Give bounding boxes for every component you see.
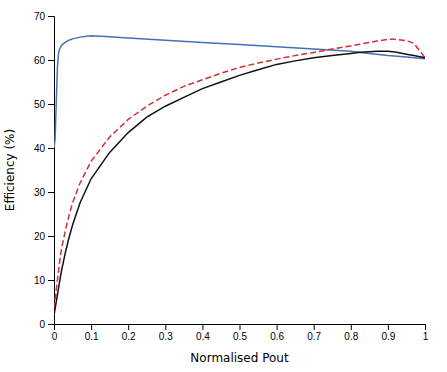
tick-label: 30	[34, 187, 46, 198]
tick-label: 10	[34, 275, 46, 286]
tick: 60	[34, 55, 54, 66]
tick: 50	[34, 99, 54, 110]
tick: 0	[52, 324, 58, 342]
tick-label: 0.6	[270, 331, 284, 342]
tick-mark	[314, 324, 315, 330]
tick-label: 0.9	[381, 331, 395, 342]
tick-mark	[48, 192, 54, 193]
tick-mark	[240, 324, 241, 330]
tick-label: 0.1	[85, 331, 99, 342]
tick-mark	[277, 324, 278, 330]
tick: 20	[34, 231, 54, 242]
tick-mark	[48, 236, 54, 237]
tick-label: 40	[34, 143, 46, 154]
tick-mark	[388, 324, 389, 330]
tick-mark	[48, 104, 54, 105]
tick-label: 0.2	[122, 331, 136, 342]
x-axis: 0 0.1 0.2 0.3 0.4 0.5 0.6 0.7 0.8 0.9 1	[52, 324, 429, 342]
tick: 70	[34, 11, 54, 22]
series-line	[54, 36, 425, 148]
tick: 0.9	[381, 324, 395, 342]
series-line	[54, 51, 425, 315]
tick-label: 0.5	[233, 331, 247, 342]
tick-mark	[48, 324, 54, 325]
y-axis-title: Efficiency (%)	[3, 129, 17, 211]
tick-mark	[48, 148, 54, 149]
tick: 1	[423, 324, 429, 342]
tick: 0.7	[307, 324, 321, 342]
tick: 0	[39, 319, 54, 330]
x-axis-title: Normalised Pout	[190, 351, 289, 365]
tick: 0.6	[270, 324, 284, 342]
tick-label: 0	[39, 319, 45, 330]
axis-line	[55, 325, 426, 331]
tick: 30	[34, 187, 54, 198]
tick-label: 1	[423, 331, 429, 342]
tick-mark	[48, 280, 54, 281]
tick-mark	[128, 324, 129, 330]
tick: 0.3	[159, 324, 173, 342]
y-axis: 0 10 20 30 40 50 60 70	[34, 11, 55, 330]
tick: 10	[34, 275, 54, 286]
tick: 40	[34, 143, 54, 154]
tick-label: 0.8	[344, 331, 358, 342]
tick-label: 60	[34, 55, 46, 66]
tick-label: 70	[34, 11, 46, 22]
tick-mark	[425, 324, 426, 330]
tick-mark	[165, 324, 166, 330]
tick-label: 0.4	[196, 331, 210, 342]
tick-label: 0.3	[159, 331, 173, 342]
chart: 00.10.20.30.40.50.60.70.80.9101020304050…	[0, 0, 447, 372]
axis-line	[48, 17, 55, 325]
tick-label: 0	[52, 331, 58, 342]
tick-mark	[351, 324, 352, 330]
tick-label: 0.7	[307, 331, 321, 342]
tick: 0.2	[122, 324, 136, 342]
tick: 0.1	[85, 324, 99, 342]
tick: 0.4	[196, 324, 210, 342]
tick: 0.5	[233, 324, 247, 342]
tick-mark	[48, 16, 54, 17]
tick-mark	[202, 324, 203, 330]
lines	[54, 36, 425, 315]
tick-mark	[48, 60, 54, 61]
tick-label: 50	[34, 99, 46, 110]
tick-label: 20	[34, 231, 46, 242]
tick-mark	[91, 324, 92, 330]
series-line	[54, 39, 425, 308]
plot: 00.10.20.30.40.50.60.70.80.9101020304050…	[34, 11, 429, 342]
tick: 0.8	[344, 324, 358, 342]
